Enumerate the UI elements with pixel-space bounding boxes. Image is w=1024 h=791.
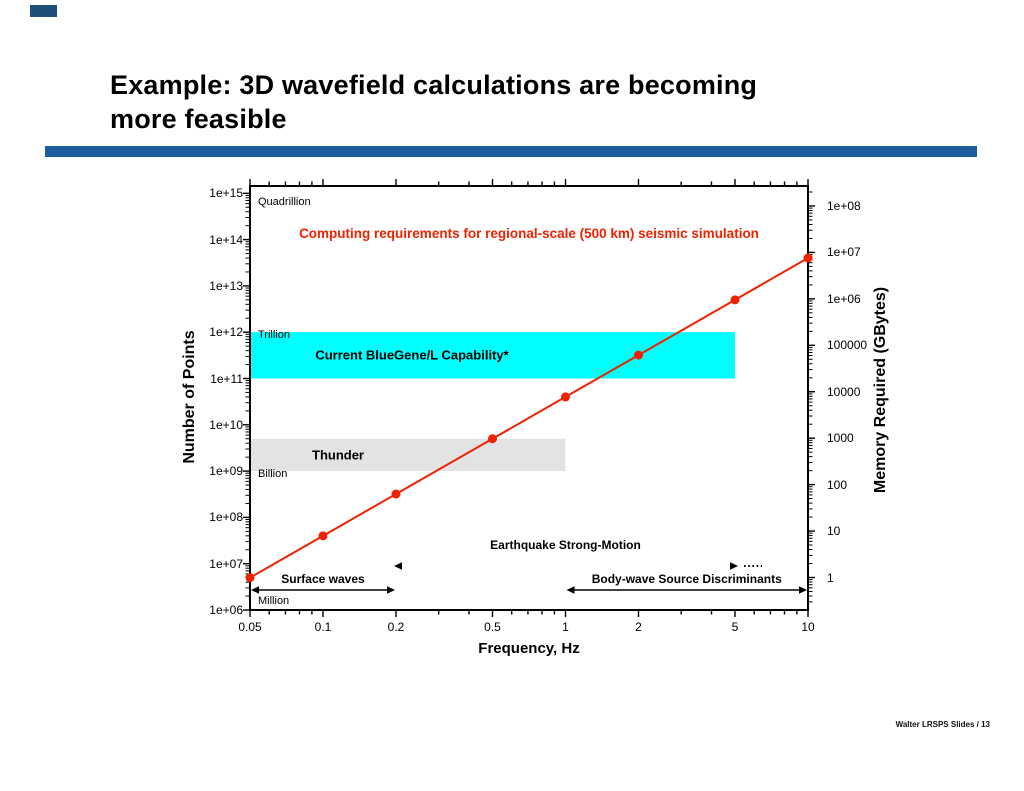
y-tick-label-right: 1 bbox=[827, 570, 834, 585]
title-underline-bar bbox=[45, 146, 977, 157]
x-tick-label: 0.5 bbox=[484, 620, 501, 634]
y-tick-label-left: 1e+12 bbox=[209, 325, 243, 340]
capability-band bbox=[250, 438, 566, 472]
scale-label: Trillion bbox=[258, 329, 290, 342]
plot-border bbox=[249, 185, 809, 611]
y-tick-label-left: 1e+07 bbox=[209, 556, 243, 571]
y-axis-title-left: Number of Points bbox=[181, 330, 198, 464]
y-tick-label-left: 1e+15 bbox=[209, 186, 243, 201]
scale-label: Quadrillion bbox=[258, 196, 311, 209]
y-tick-label-left: 1e+06 bbox=[209, 603, 243, 617]
data-point bbox=[488, 434, 498, 444]
capability-band bbox=[250, 332, 736, 379]
slide-title-line-2: more feasible bbox=[110, 104, 287, 134]
arrowhead-icon bbox=[566, 586, 575, 594]
data-point bbox=[245, 573, 255, 583]
y-tick-label-left: 1e+14 bbox=[209, 232, 243, 247]
band-label: Thunder bbox=[312, 447, 364, 463]
arrowhead-icon bbox=[251, 586, 259, 594]
data-point bbox=[391, 489, 401, 499]
scale-label: Million bbox=[258, 595, 290, 607]
y-tick-label-left: 1e+08 bbox=[209, 510, 243, 525]
y-tick-label-right: 1e+08 bbox=[827, 198, 861, 213]
y-tick-label-right: 10000 bbox=[827, 384, 861, 399]
y-axis-title-right: Memory Required (GBytes) bbox=[872, 286, 889, 494]
footer-text: Walter LRSPS Slides / 13 bbox=[895, 720, 990, 729]
data-point bbox=[730, 295, 740, 305]
arrowhead-icon bbox=[799, 586, 807, 594]
x-tick-label: 0.05 bbox=[238, 620, 262, 634]
slide-title-line-1: Example: 3D wavefield calculations are b… bbox=[110, 70, 758, 100]
series-line bbox=[249, 257, 809, 579]
x-tick-label: 0.1 bbox=[314, 620, 332, 634]
data-point bbox=[318, 531, 328, 541]
arrowhead-icon bbox=[386, 586, 395, 594]
x-axis-title: Frequency, Hz bbox=[478, 640, 580, 657]
x-tick-label: 0.2 bbox=[387, 620, 405, 634]
arrowhead-icon bbox=[393, 562, 402, 570]
slide-logo-block bbox=[30, 5, 57, 17]
arrowhead-icon bbox=[730, 562, 739, 570]
y-tick-label-right: 100000 bbox=[827, 338, 868, 353]
data-point bbox=[633, 350, 643, 360]
y-tick-label-left: 1e+13 bbox=[209, 278, 243, 293]
y-tick-label-right: 1000 bbox=[827, 431, 854, 446]
y-tick-label-left: 1e+11 bbox=[210, 371, 243, 386]
y-tick-label-right: 100 bbox=[827, 477, 848, 492]
x-tick-label: 2 bbox=[635, 620, 642, 634]
y-tick-label-left: 1e+09 bbox=[209, 464, 243, 479]
annotation-label: Earthquake Strong-Motion bbox=[490, 538, 641, 552]
x-tick-label: 5 bbox=[731, 620, 739, 634]
y-tick-label-right: 1e+07 bbox=[827, 245, 861, 260]
y-tick-label-left: 1e+10 bbox=[209, 417, 243, 432]
band-label: Current BlueGene/L Capability* bbox=[315, 347, 509, 363]
scale-label: Billion bbox=[258, 468, 288, 481]
x-tick-label: 10 bbox=[801, 620, 815, 634]
x-tick-label: 1 bbox=[562, 620, 569, 634]
annotation-label: Surface waves bbox=[281, 572, 365, 586]
data-point bbox=[803, 253, 813, 263]
y-tick-label-right: 1e+06 bbox=[827, 291, 861, 306]
data-point bbox=[560, 392, 570, 402]
slide-title: Example: 3D wavefield calculations are b… bbox=[110, 68, 757, 136]
chart-title: Computing requirements for regional-scal… bbox=[299, 226, 759, 241]
y-tick-label-right: 10 bbox=[827, 524, 841, 539]
annotation-label: Body-wave Source Discriminants bbox=[591, 572, 782, 586]
